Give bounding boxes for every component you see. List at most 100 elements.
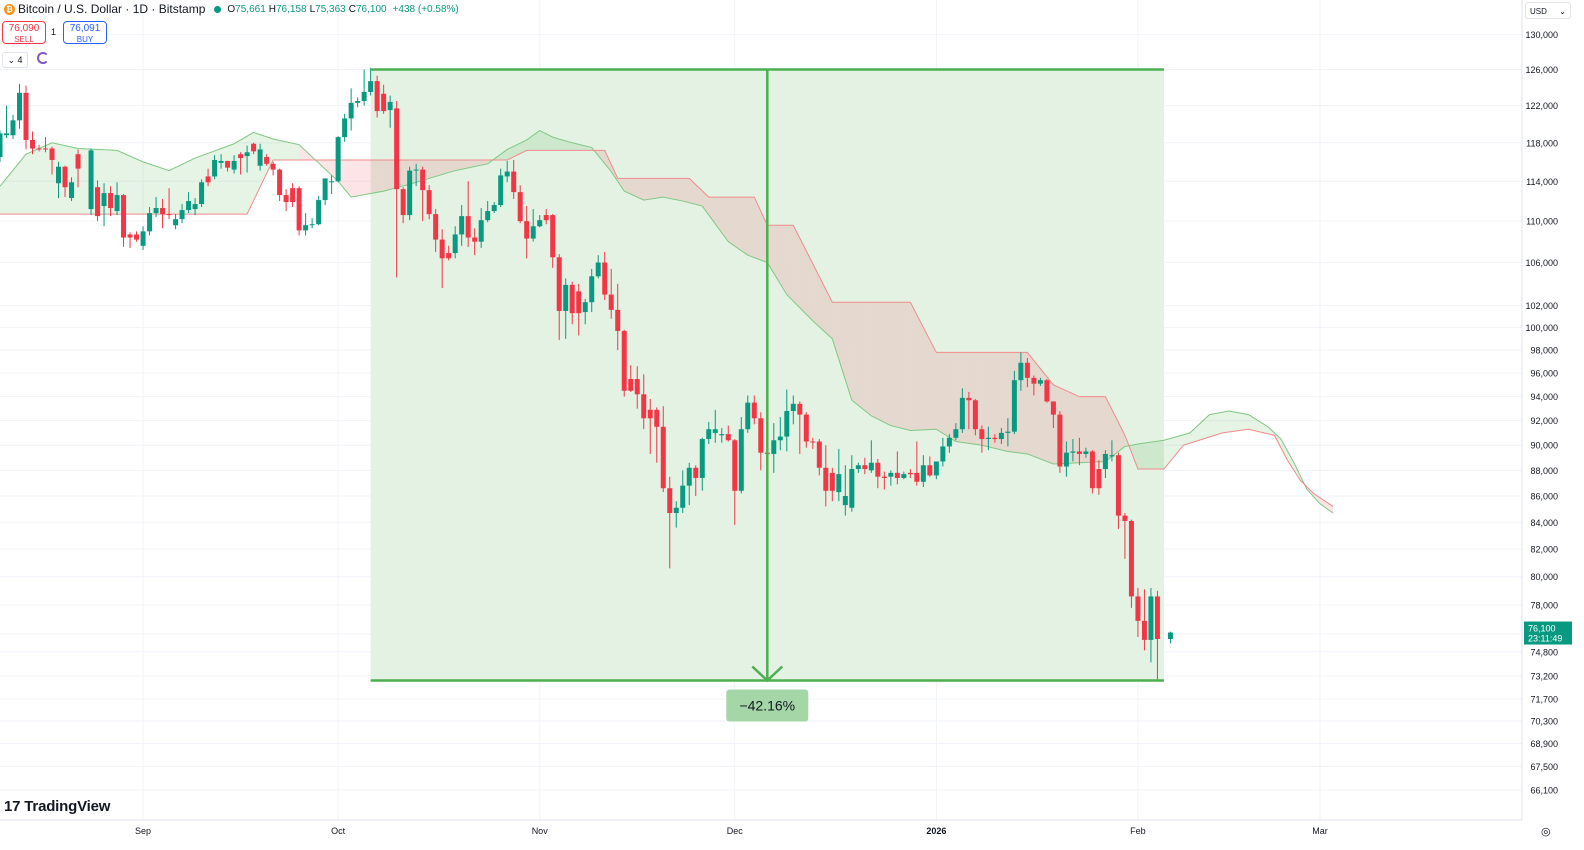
price-tick-label: 73,200 [1530, 671, 1558, 681]
price-tick-label: 106,000 [1525, 258, 1558, 268]
cloud-fill-segment [234, 136, 248, 215]
price-change: +438 (+0.58%) [392, 3, 459, 15]
down-candle [654, 409, 660, 427]
up-candle [153, 208, 159, 214]
cloud-fill-segment [663, 178, 683, 202]
candle-countdown-label: 23:11:49 [1528, 634, 1562, 644]
down-candle [381, 93, 387, 112]
cloud-fill-segment [708, 197, 729, 242]
down-candle [875, 462, 881, 477]
down-candle [608, 294, 614, 310]
tradingview-logo-text: TradingView [24, 797, 111, 815]
down-candle [121, 195, 127, 238]
down-candle [634, 378, 640, 395]
tradingview-logo[interactable]: 17 TradingView [4, 796, 110, 816]
cloud-fill-segment [1222, 411, 1229, 433]
up-candle [680, 485, 686, 508]
down-candle [296, 188, 302, 231]
price-tick-label: 122,000 [1525, 101, 1558, 111]
down-candle [894, 472, 900, 478]
indicators-toggle-button[interactable]: ⌄ 4 [2, 52, 28, 68]
currency-select[interactable]: USD ⌄ [1525, 2, 1571, 19]
down-candle [30, 139, 36, 149]
up-candle [1063, 452, 1069, 467]
down-candle [732, 440, 738, 491]
price-tick-label: 118,000 [1526, 138, 1558, 148]
up-candle [114, 195, 120, 212]
cloud-fill-segment [604, 150, 612, 172]
time-tick-label: Mar [1312, 826, 1328, 836]
price-tick-label: 74,800 [1530, 647, 1558, 657]
cloud-fill-segment [786, 225, 794, 302]
time-tick-label: Feb [1130, 826, 1146, 836]
cloud-fill-segment [728, 197, 748, 256]
sell-price: 76,090 [8, 23, 40, 34]
up-candle [738, 429, 744, 491]
symbol-header: ₿ Bitcoin / U.S. Dollar · 1D · Bitstamp … [4, 2, 459, 16]
down-candle [881, 476, 887, 478]
cloud-fill-segment [1287, 450, 1294, 471]
up-candle [88, 150, 94, 210]
up-candle [946, 437, 952, 447]
up-candle [953, 429, 959, 438]
price-axis[interactable]: 130,000 126,000 122,000 118,000 114,000 110,0… [1521, 0, 1584, 850]
up-candle [140, 231, 146, 246]
up-candle [316, 200, 322, 225]
buy-button[interactable]: 76,091 BUY [63, 21, 107, 44]
down-candle [290, 188, 296, 203]
up-candle [485, 211, 491, 221]
down-candle [1057, 414, 1063, 467]
up-candle [842, 495, 848, 506]
down-candle [641, 394, 647, 419]
up-candle [855, 465, 861, 470]
price-tick-label: 126,000 [1525, 65, 1558, 75]
price-range-arrow-head [751, 665, 784, 683]
ohlc-high: H76,158 [268, 3, 307, 15]
up-candle [348, 102, 354, 119]
up-candle [784, 411, 790, 437]
chart-settings-icon[interactable]: ◎ [1541, 826, 1551, 838]
up-candle [530, 226, 536, 239]
price-tick-label: 86,000 [1530, 491, 1558, 501]
cloud-fill-segment [624, 178, 644, 201]
cloud-fill-segment [1209, 412, 1223, 438]
price-tick-label: 82,000 [1530, 545, 1558, 555]
up-candle [491, 205, 497, 212]
up-candle [17, 92, 23, 121]
cloud-fill-segment [1319, 497, 1333, 513]
time-axis-bg [0, 820, 1584, 850]
down-candle [108, 193, 114, 209]
up-candle [173, 219, 179, 226]
cloud-fill-segment [1183, 432, 1190, 446]
up-candle [901, 474, 907, 478]
cloud-fill-segment [702, 190, 709, 215]
up-candle [303, 225, 309, 231]
sell-button[interactable]: 76,090 SELL [2, 21, 46, 44]
up-candle [355, 101, 361, 103]
price-tick-label: 88,000 [1530, 466, 1558, 476]
down-candle [433, 214, 439, 240]
cloud-fill-segment [754, 197, 768, 263]
price-tick-label: 98,000 [1530, 346, 1558, 356]
up-candle [459, 216, 465, 235]
cloud-fill-segment [871, 302, 891, 426]
down-candle [400, 189, 406, 216]
cloud-fill-segment [1137, 440, 1164, 470]
down-candle [420, 169, 426, 191]
cloud-fill-segment [793, 225, 813, 321]
up-candle [888, 472, 894, 477]
current-price-tag [1524, 621, 1572, 645]
up-candle [673, 507, 679, 513]
reload-icon[interactable] [37, 52, 49, 64]
price-tick-label: 84,000 [1530, 518, 1558, 528]
price-tick-label: 110,000 [1526, 217, 1558, 227]
up-candle [413, 169, 419, 171]
down-candle [62, 166, 68, 188]
up-candle [368, 81, 374, 92]
down-candle [394, 108, 400, 190]
up-candle [0, 133, 3, 158]
time-axis[interactable]: Sep Oct Nov Dec 2026 Feb Mar [0, 819, 1584, 850]
symbol-title[interactable]: Bitcoin / U.S. Dollar · 1D · Bitstamp [18, 2, 206, 16]
up-candle [192, 204, 198, 210]
